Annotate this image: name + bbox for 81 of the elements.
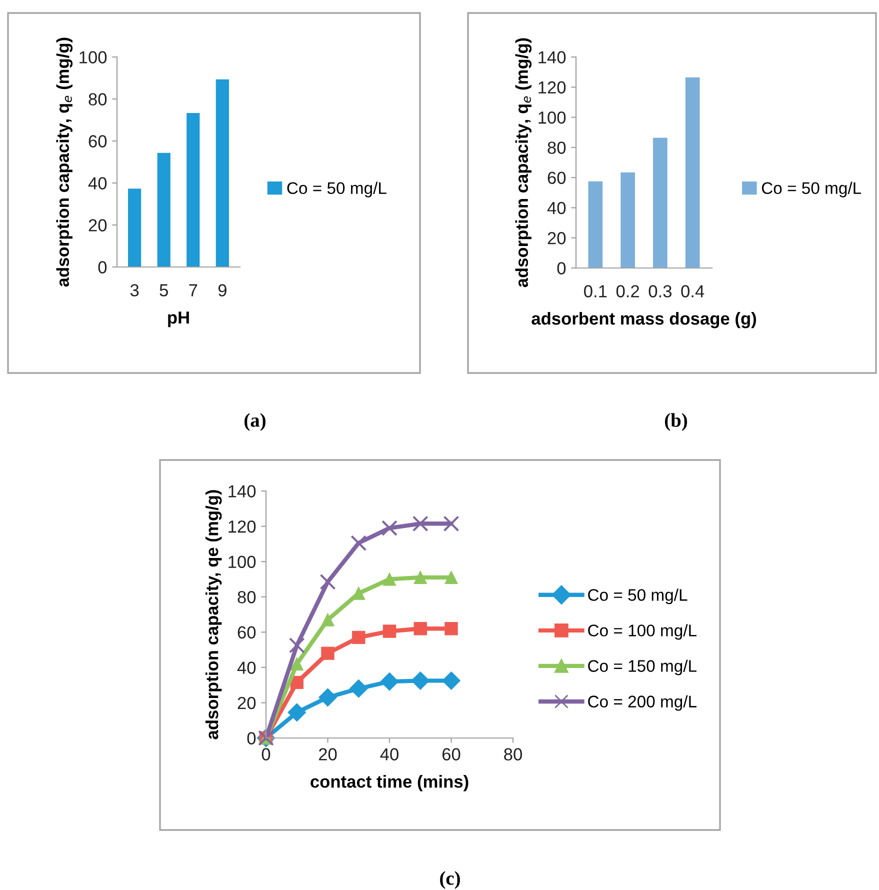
y-axis-title: adsorption capacity, q$_{e}$ (mg/g) <box>56 38 73 287</box>
y-tick-label: 0 <box>247 732 256 744</box>
point <box>321 613 334 626</box>
point <box>320 574 336 590</box>
legend-label: Co = 150 mg/L <box>588 660 696 676</box>
x-tick-label: 0.1 <box>584 285 607 298</box>
point <box>382 520 398 536</box>
legend-label: Co = 50 mg/L <box>762 182 862 198</box>
point <box>350 535 367 552</box>
y-tick-label: 120 <box>538 81 566 94</box>
x-tick-label: 60 <box>442 748 460 760</box>
y-tick-label: 80 <box>88 93 107 106</box>
point <box>288 637 305 654</box>
text: (c) <box>440 871 460 889</box>
point <box>290 657 304 670</box>
point <box>414 570 427 584</box>
y-tick-label: 20 <box>238 696 256 710</box>
point <box>382 624 396 638</box>
bar <box>186 113 200 267</box>
bar <box>685 77 700 268</box>
point <box>444 570 458 584</box>
x-tick-label: 20 <box>318 748 337 760</box>
text: (b) <box>664 413 688 431</box>
y-tick-label: 40 <box>88 177 107 190</box>
point <box>318 688 337 707</box>
point <box>442 671 460 690</box>
legend-label: Co = 50 mg/L <box>287 182 386 198</box>
y-tick-label: 140 <box>538 51 566 64</box>
legend-label: Co = 50 mg/L <box>588 588 688 604</box>
bar <box>128 188 142 267</box>
x-tick-label: 0.3 <box>648 285 672 298</box>
x-tick-label: 0.4 <box>681 285 704 298</box>
y-tick-label: 100 <box>228 556 256 568</box>
point <box>444 622 458 636</box>
y-tick-label: 60 <box>548 172 566 184</box>
legend-label: Co = 200 mg/L <box>588 695 696 711</box>
y-tick-label: 20 <box>88 219 107 232</box>
legend-label: Co = 100 mg/L <box>588 624 696 640</box>
y-tick-label: 100 <box>80 51 107 64</box>
x-tick-label: 0.2 <box>616 285 640 298</box>
y-tick-label: 100 <box>538 111 566 124</box>
y-tick-label: 80 <box>548 142 566 154</box>
x-axis-title: pH <box>168 312 189 328</box>
bar <box>653 138 668 268</box>
point <box>349 679 368 698</box>
bar <box>216 79 229 267</box>
x-tick-label: 80 <box>504 748 522 760</box>
point <box>412 516 428 532</box>
y-tick-label: 80 <box>238 591 256 604</box>
point <box>321 646 334 660</box>
y-tick-label: 40 <box>237 662 256 674</box>
point <box>414 622 427 636</box>
y-tick-label: 0 <box>557 262 566 274</box>
point <box>380 672 399 691</box>
y-tick-label: 60 <box>88 135 107 148</box>
text: (a) <box>244 413 266 431</box>
point <box>411 671 430 690</box>
x-tick-label: 7 <box>189 284 198 296</box>
x-axis-title: adsorbent mass dosage (g) <box>532 312 756 328</box>
y-tick-label: 20 <box>548 232 566 244</box>
point <box>352 630 366 644</box>
bar <box>620 172 635 268</box>
point <box>382 572 396 586</box>
x-tick-label: 0 <box>262 748 270 760</box>
point <box>352 586 366 600</box>
x-tick-label: 5 <box>160 284 168 296</box>
point <box>443 516 460 532</box>
point <box>288 703 306 722</box>
y-tick-label: 140 <box>228 485 256 498</box>
y-tick-label: 120 <box>228 520 256 533</box>
x-tick-label: 40 <box>380 748 398 760</box>
y-tick-label: 60 <box>238 626 256 639</box>
x-tick-label: 9 <box>218 284 226 296</box>
x-tick-label: 3 <box>130 284 139 296</box>
y-axis-title: adsorption capacity, qe (mg/g) <box>206 490 222 740</box>
y-tick-label: 0 <box>98 261 107 274</box>
y-axis-title: adsorption capacity, q$_{e}$ (mg/g) <box>515 38 532 288</box>
y-tick-label: 40 <box>547 202 566 214</box>
x-axis-title: contact time (mins) <box>310 775 468 792</box>
bar <box>588 181 603 268</box>
bar <box>157 152 170 267</box>
